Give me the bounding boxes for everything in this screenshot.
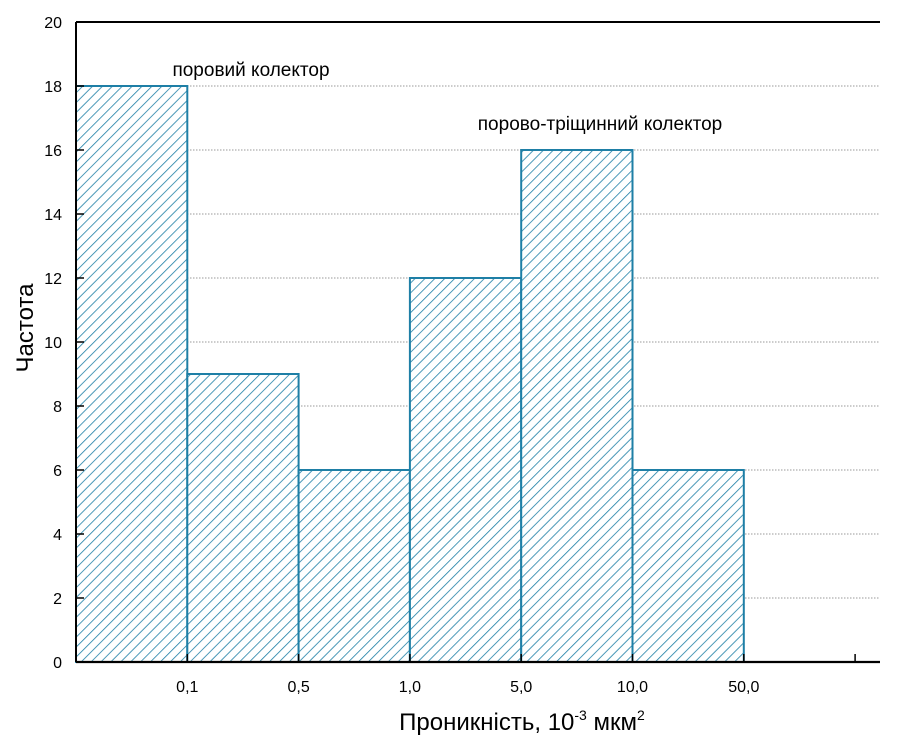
y-tick-label-10: 10	[44, 335, 62, 352]
y-tick-label-18: 18	[44, 79, 62, 96]
y-tick-label-2: 2	[53, 591, 62, 608]
bar-1	[186, 373, 300, 663]
y-tick-label-6: 6	[53, 463, 62, 480]
y-tick-label-14: 14	[44, 207, 62, 224]
annotation-pore-collector: поровий колектор	[172, 60, 329, 81]
y-tick-label-8: 8	[53, 399, 62, 416]
bar-4	[520, 149, 634, 663]
bars	[75, 85, 745, 663]
bar-0	[75, 85, 189, 663]
x-tick-label-2: 0,5	[287, 679, 309, 696]
labels: 0 2 4 6 8 10 12 14 16 18 20 0,1 0,5 1,0 5,0 10,0 50,0	[44, 15, 759, 696]
y-axis-title: Частота	[12, 283, 39, 373]
y-tick-label-4: 4	[53, 527, 62, 544]
bar-2	[297, 469, 411, 663]
x-tick-label-1: 0,1	[176, 679, 198, 696]
x-tick-label-3: 1,0	[399, 679, 421, 696]
y-tick-label-0: 0	[53, 655, 62, 672]
annotation-pore-fracture-collector: порово-тріщинний колектор	[478, 114, 722, 135]
y-tick-label-20: 20	[44, 15, 62, 32]
bar-5	[631, 469, 745, 663]
y-tick-label-12: 12	[44, 271, 62, 288]
x-tick-label-4: 5,0	[510, 679, 532, 696]
x-tick-label-5: 10,0	[617, 679, 648, 696]
bar-3	[408, 277, 523, 663]
axes	[75, 21, 880, 664]
x-tick-label-6: 50,0	[728, 679, 759, 696]
x-axis-title: Проникність, 10-3 мкм2	[399, 707, 645, 736]
y-tick-label-16: 16	[44, 143, 62, 160]
